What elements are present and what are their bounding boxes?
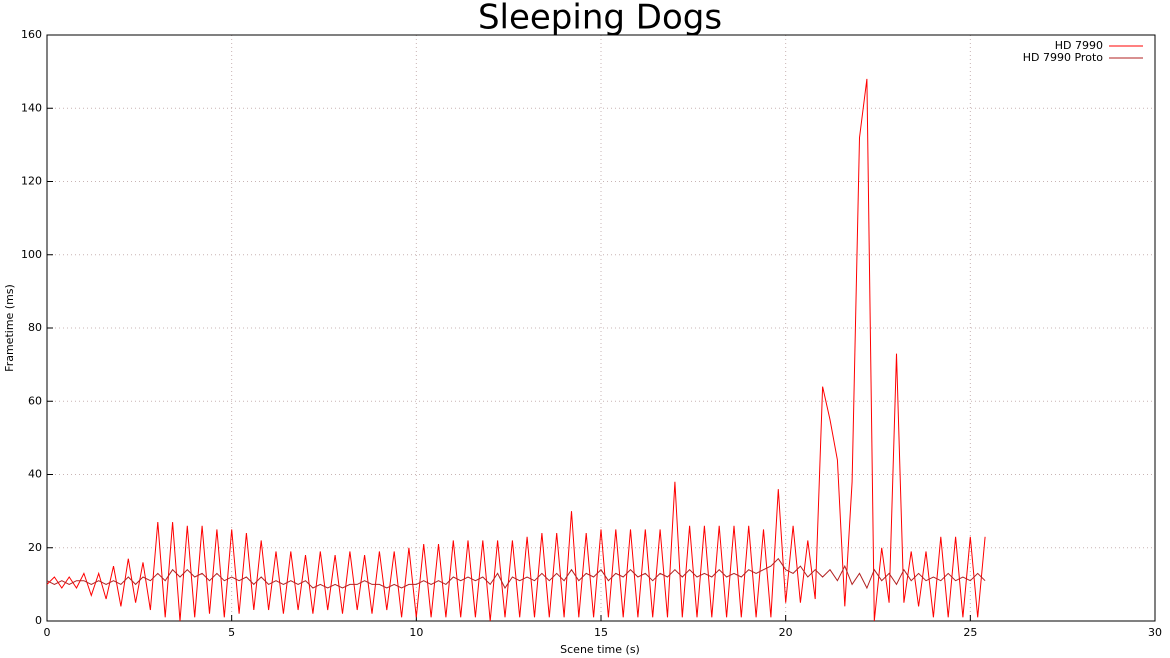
y-tick-label: 60	[28, 394, 42, 407]
x-tick-label: 0	[44, 626, 51, 639]
x-axis-label: Scene time (s)	[560, 643, 640, 656]
y-tick-label: 80	[28, 321, 42, 334]
series-line	[46, 78, 986, 622]
y-axis-label: Frametime (ms)	[3, 284, 16, 372]
x-tick-label: 15	[594, 626, 608, 639]
x-tick-label: 30	[1148, 626, 1162, 639]
legend-label: HD 7990	[1055, 39, 1103, 52]
y-tick-label: 160	[21, 28, 42, 41]
chart-title: Sleeping Dogs	[478, 0, 722, 38]
legend-label: HD 7990 Proto	[1023, 51, 1103, 64]
x-tick-label: 5	[228, 626, 235, 639]
x-tick-label: 25	[963, 626, 977, 639]
y-tick-label: 20	[28, 541, 42, 554]
x-tick-label: 20	[779, 626, 793, 639]
x-tick-label: 10	[409, 626, 423, 639]
y-tick-label: 0	[35, 614, 42, 627]
series-line	[46, 557, 986, 590]
y-tick-label: 140	[21, 101, 42, 114]
y-tick-label: 100	[21, 248, 42, 261]
y-tick-label: 40	[28, 468, 42, 481]
plot-frame	[46, 34, 1156, 622]
y-tick-label: 120	[21, 175, 42, 188]
